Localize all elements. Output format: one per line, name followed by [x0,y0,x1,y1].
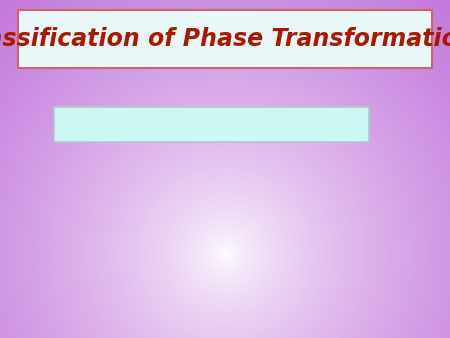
FancyBboxPatch shape [18,10,432,68]
FancyBboxPatch shape [54,107,369,142]
Text: Classification of Phase Transformations: Classification of Phase Transformations [0,27,450,51]
